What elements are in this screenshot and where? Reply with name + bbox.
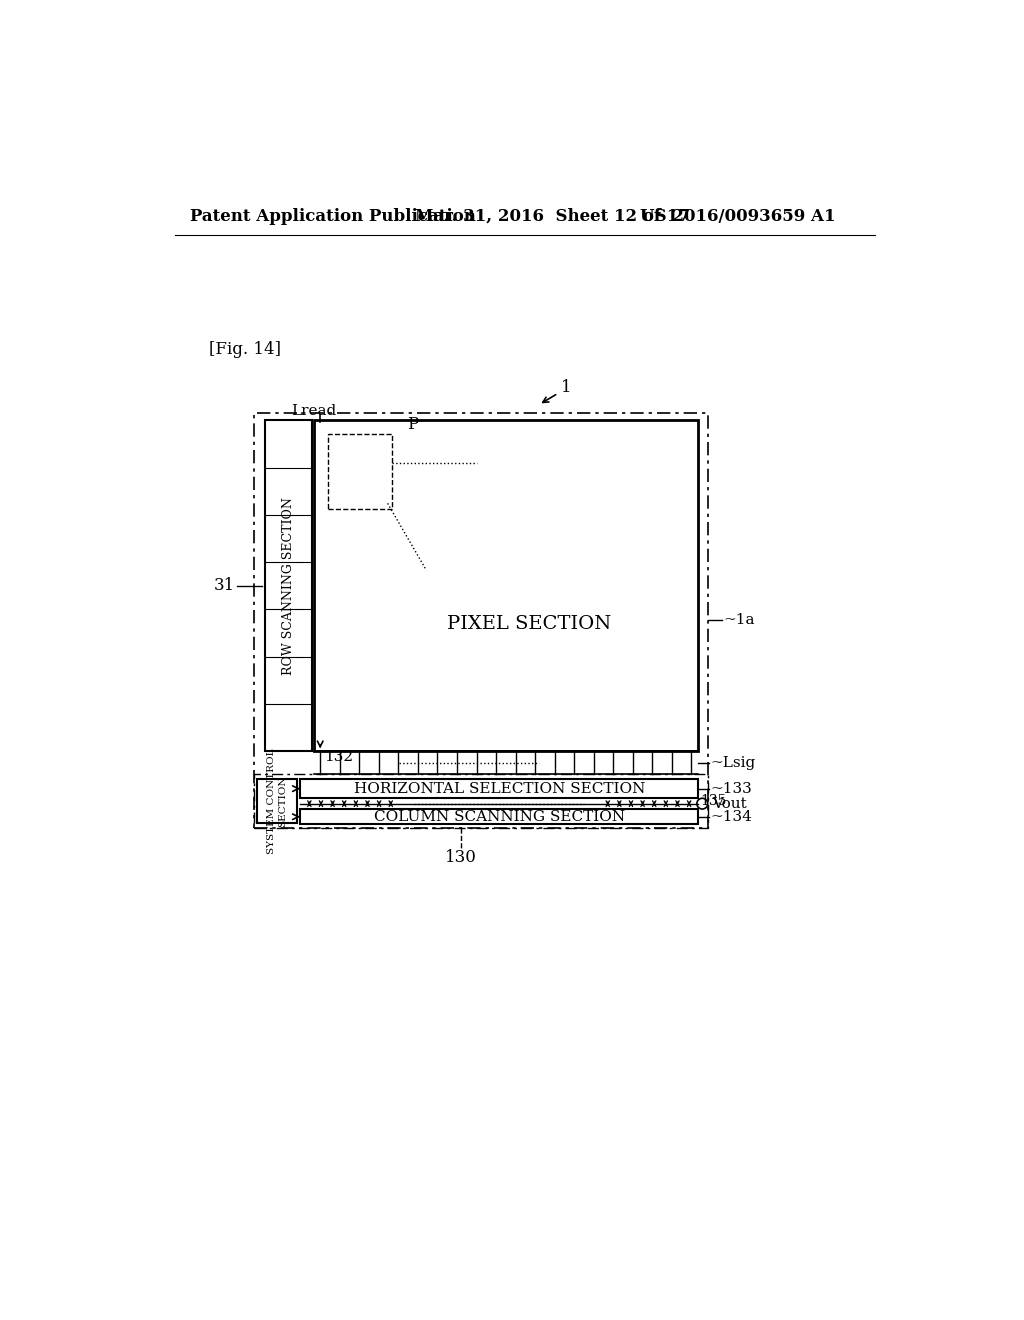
Text: 1: 1 <box>560 379 571 396</box>
Text: 132: 132 <box>324 751 353 764</box>
Text: COLUMN SCANNING SECTION: COLUMN SCANNING SECTION <box>374 809 625 824</box>
Text: Patent Application Publication: Patent Application Publication <box>190 207 476 224</box>
Text: 135: 135 <box>700 793 726 808</box>
Text: ROW SCANNING SECTION: ROW SCANNING SECTION <box>283 496 295 675</box>
Text: Mar. 31, 2016  Sheet 12 of 17: Mar. 31, 2016 Sheet 12 of 17 <box>415 207 689 224</box>
Text: SYSTEM CONTROL
SECTION: SYSTEM CONTROL SECTION <box>267 748 288 854</box>
Text: ~1a: ~1a <box>723 614 755 627</box>
Text: 130: 130 <box>445 849 477 866</box>
Bar <box>300 809 698 825</box>
Text: ~134: ~134 <box>711 809 753 824</box>
Text: Vout: Vout <box>713 797 748 810</box>
Bar <box>314 420 697 751</box>
Bar <box>300 779 698 799</box>
Bar <box>257 779 297 822</box>
Text: P: P <box>407 416 418 433</box>
Text: 31: 31 <box>214 577 234 594</box>
Bar <box>265 420 312 751</box>
Text: Lread: Lread <box>291 404 336 418</box>
Text: ~Lsig: ~Lsig <box>711 756 756 770</box>
Text: HORIZONTAL SELECTION SECTION: HORIZONTAL SELECTION SECTION <box>353 781 645 796</box>
Bar <box>328 434 391 508</box>
Bar <box>254 775 708 829</box>
Bar <box>254 413 708 829</box>
Text: [Fig. 14]: [Fig. 14] <box>209 341 282 358</box>
Text: ~133: ~133 <box>711 781 753 796</box>
Text: PIXEL SECTION: PIXEL SECTION <box>446 615 611 634</box>
Text: US 2016/0093659 A1: US 2016/0093659 A1 <box>640 207 835 224</box>
